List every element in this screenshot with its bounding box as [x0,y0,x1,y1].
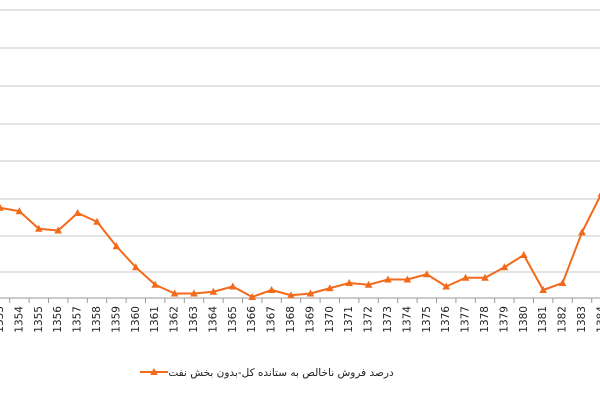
data-point-1379 [500,263,509,271]
x-tick-label-1356: 1356 [52,306,64,333]
x-tick-label-1358: 1358 [91,306,103,333]
x-tick-label-1360: 1360 [130,306,142,333]
x-tick-label-1363: 1363 [188,306,200,333]
x-tick-label-1382: 1382 [557,306,569,333]
x-tick-label-1366: 1366 [246,306,258,333]
x-tick-label-1379: 1379 [498,306,510,333]
x-tick-label-1378: 1378 [479,306,491,333]
x-tick-label-1370: 1370 [324,306,336,333]
x-tick-label-1384: 1384 [595,306,600,333]
data-point-1377 [461,273,470,281]
x-tick-label-1359: 1359 [110,306,122,333]
data-point-1361 [151,280,159,288]
data-point-1362 [170,289,179,297]
data-point-1368 [287,291,295,299]
x-tick-label-1375: 1375 [421,306,433,333]
x-tick-label-1368: 1368 [285,306,297,333]
data-point-1370 [326,284,334,292]
x-tick-label-1381: 1381 [537,306,549,333]
data-point-1382 [558,279,567,286]
data-point-1369 [306,289,315,297]
x-tick-label-1367: 1367 [266,306,278,333]
data-point-1358 [93,217,101,225]
x-tick-label-1353: 1353 [0,306,6,333]
x-tick-label-1372: 1372 [363,306,375,333]
data-point-1372 [364,280,373,288]
x-tick-label-1364: 1364 [207,306,219,333]
data-point-1359 [112,242,121,250]
legend-series-label: درصد فروش ناخالص به ستانده کل-بدون بخش ن… [168,367,394,379]
x-tick-label-1376: 1376 [440,306,452,333]
x-tick-label-1373: 1373 [382,306,394,333]
x-tick-label-1377: 1377 [460,306,472,333]
data-point-1380 [520,251,528,258]
data-point-1381 [539,286,547,293]
series-line [0,194,600,298]
data-point-1384 [597,192,600,197]
legend-marker-triangle [150,368,158,375]
data-point-1373 [384,275,392,283]
data-point-1383 [578,228,586,236]
data-point-1367 [267,286,276,293]
x-tick-label-1355: 1355 [33,306,45,333]
data-point-1376 [442,282,450,290]
data-point-1365 [229,282,237,290]
chart-grid [0,9,600,273]
data-point-1355 [35,224,43,232]
data-point-1353 [0,203,4,211]
x-tick-label-1354: 1354 [13,306,25,333]
x-tick-label-1380: 1380 [518,306,530,333]
x-tick-label-1371: 1371 [343,306,355,333]
data-point-1363 [190,289,198,297]
data-point-1364 [209,287,218,295]
x-tick-label-1369: 1369 [304,306,316,333]
data-point-1375 [423,270,431,278]
data-point-1356 [54,226,62,234]
data-point-1357 [73,209,82,216]
data-point-1374 [403,275,412,283]
x-tick-label-1374: 1374 [401,306,413,333]
x-tick-label-1365: 1365 [227,306,239,333]
legend: درصد فروش ناخالص به ستانده کل-بدون بخش ن… [140,367,394,379]
data-point-1366 [248,293,256,300]
x-tick-label-1383: 1383 [576,306,588,333]
x-tick-label-1362: 1362 [169,306,181,333]
data-point-1371 [345,279,353,286]
plot-area [0,192,600,300]
data-point-1354 [15,207,24,215]
data-point-1360 [132,263,140,271]
data-point-1378 [481,273,489,281]
x-tick-label-1357: 1357 [72,306,84,333]
x-axis [0,297,600,303]
x-tick-labels: 1353 1354 1355 1356 1357 1358 1359 1360 1361 1362… [0,306,600,333]
x-tick-label-1361: 1361 [149,306,161,333]
